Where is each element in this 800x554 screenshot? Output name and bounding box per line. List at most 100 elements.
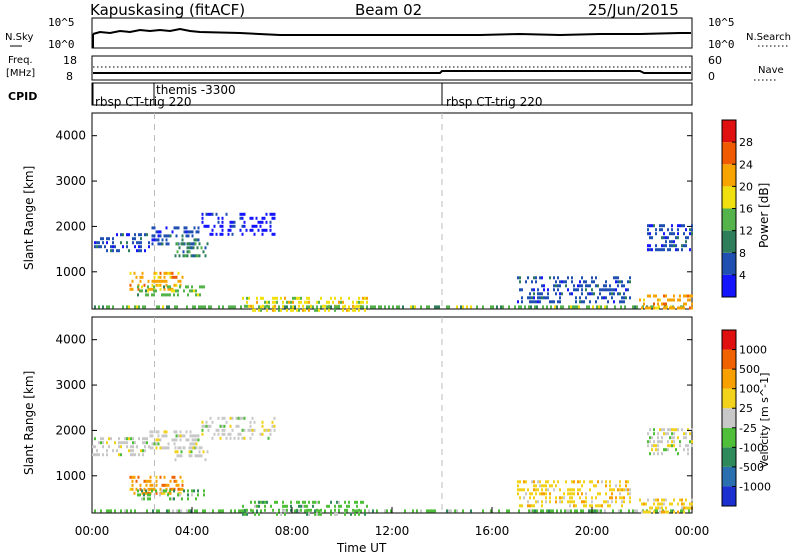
data-cell — [575, 504, 577, 508]
data-cell — [601, 296, 603, 300]
data-cell — [246, 512, 248, 516]
data-cell — [155, 489, 157, 493]
data-cell — [157, 434, 160, 438]
data-cell — [194, 509, 196, 513]
data-cell — [681, 428, 683, 432]
data-cell — [655, 294, 657, 298]
data-cell — [623, 488, 625, 492]
data-cell — [310, 508, 312, 512]
data-cell — [259, 432, 262, 436]
data-cell — [290, 508, 292, 512]
data-cell — [669, 428, 671, 432]
data-cell — [261, 216, 264, 220]
data-cell — [322, 304, 324, 308]
data-cell — [528, 305, 530, 309]
data-cell — [126, 441, 128, 445]
data-cell — [432, 509, 434, 513]
data-cell — [225, 436, 228, 440]
data-cell — [623, 292, 625, 296]
data-cell — [659, 440, 661, 444]
data-cell — [362, 305, 364, 309]
data-cell — [589, 488, 591, 492]
data-cell — [232, 305, 234, 309]
data-cell — [171, 487, 174, 491]
data-cell — [138, 453, 140, 457]
data-cell — [627, 480, 629, 484]
data-cell — [191, 230, 194, 234]
data-cell — [619, 300, 621, 304]
data-cell — [651, 436, 653, 440]
noise-right-tick-top: 10^5 — [708, 16, 735, 29]
data-cell — [256, 509, 258, 513]
data-cell — [173, 293, 175, 297]
data-cell — [175, 283, 178, 287]
data-cell — [188, 454, 191, 458]
data-cell — [561, 280, 563, 284]
data-cell — [151, 234, 154, 238]
cpid-panel: CPID rbsp CT-trig 220 themis -3300 rbsp … — [8, 82, 693, 109]
data-cell — [290, 504, 292, 508]
data-cell — [195, 497, 197, 501]
data-cell — [151, 287, 154, 291]
data-cell — [508, 509, 510, 513]
data-cell — [685, 244, 687, 248]
data-cell — [665, 510, 667, 514]
data-cell — [234, 305, 236, 309]
data-cell — [106, 453, 108, 457]
data-cell — [462, 509, 464, 513]
data-cell — [621, 280, 623, 284]
data-cell — [191, 493, 193, 497]
data-cell — [336, 512, 338, 516]
data-cell — [446, 305, 448, 309]
data-cell — [145, 483, 148, 487]
data-cell — [653, 306, 655, 310]
data-cell — [244, 509, 246, 513]
data-cell — [586, 305, 588, 309]
data-cell — [165, 283, 168, 287]
data-cell — [657, 502, 659, 506]
data-cell — [184, 254, 187, 258]
data-cell — [112, 241, 114, 245]
data-cell — [356, 300, 358, 304]
data-cell — [614, 305, 616, 309]
data-cell — [659, 298, 661, 302]
data-cell — [412, 305, 414, 309]
data-cell — [143, 487, 146, 491]
data-cell — [269, 432, 272, 436]
data-cell — [240, 305, 242, 309]
data-cell — [153, 226, 156, 230]
data-cell — [689, 294, 691, 298]
data-cell — [547, 296, 549, 300]
data-cell — [570, 509, 572, 513]
data-cell — [100, 237, 102, 241]
data-cell — [181, 275, 184, 279]
data-cell — [197, 238, 200, 242]
data-cell — [243, 212, 246, 216]
data-cell — [649, 224, 651, 228]
data-cell — [655, 498, 657, 502]
velocity-y-axis-label: Slant Range [km] — [22, 371, 36, 475]
data-cell — [229, 416, 232, 420]
data-cell — [436, 305, 438, 309]
data-cell — [529, 492, 531, 496]
data-cell — [133, 475, 136, 479]
data-cell — [147, 279, 150, 283]
data-cell — [517, 492, 519, 496]
data-cell — [541, 484, 543, 488]
colorbar-swatch — [722, 274, 736, 297]
data-cell — [689, 228, 691, 232]
data-cell — [241, 416, 244, 420]
data-cell — [106, 509, 108, 513]
data-cell — [318, 500, 320, 504]
data-cell — [122, 441, 124, 445]
data-cell — [165, 487, 168, 491]
data-cell — [556, 509, 558, 513]
data-cell — [229, 228, 232, 232]
data-cell — [316, 508, 318, 512]
data-cell — [563, 492, 565, 496]
data-cell — [209, 416, 212, 420]
data-cell — [185, 226, 188, 230]
data-cell — [619, 488, 621, 492]
data-cell — [615, 496, 617, 500]
data-cell — [675, 236, 677, 240]
